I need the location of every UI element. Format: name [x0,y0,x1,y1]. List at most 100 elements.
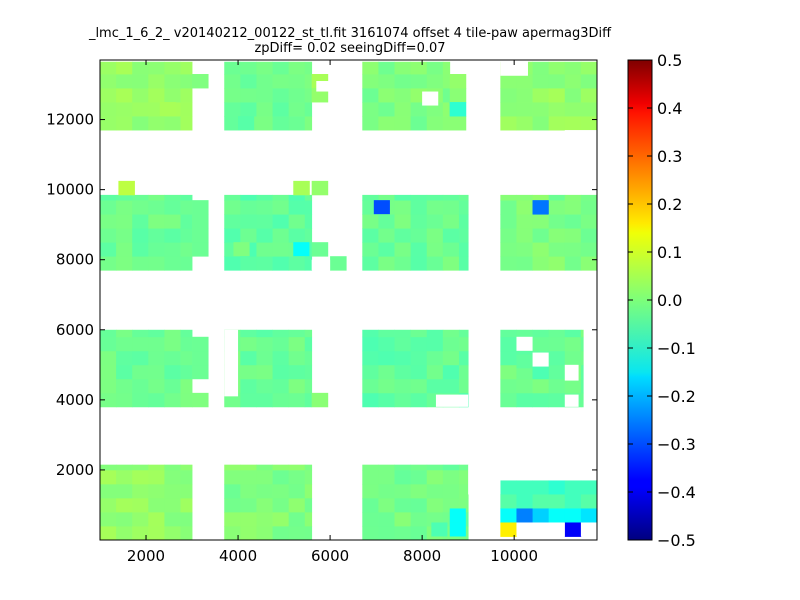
heatmap-cell [293,180,310,196]
heatmap-cell [180,116,193,131]
heatmap-cell [304,194,313,201]
heatmap-cell [426,194,444,201]
heatmap-cell [272,242,290,257]
heatmap-cell [410,214,428,229]
heatmap-cell [272,214,290,229]
heatmap-cell [394,378,412,394]
heatmap-cell [516,102,533,117]
heatmap-cell [362,88,379,103]
heatmap-cell [516,508,533,523]
heatmap-cell [458,194,469,201]
heatmap-cell [116,200,133,215]
heatmap-cell [500,350,517,366]
heatmap-cell [362,511,379,527]
heatmap-cell [180,350,193,366]
heatmap-cell [256,464,273,471]
chart-title: _lmc_1_6_2_ v20140212_00122_st_tl.fit 31… [88,26,612,41]
heatmap-cell [272,88,290,103]
heatmap-cell [148,350,165,366]
heatmap-cell [548,392,566,408]
heatmap-cell [256,511,273,527]
heatmap-cell [449,116,467,131]
heatmap-cell [580,194,598,201]
heatmap-cell [164,200,181,215]
heatmap-cell [410,61,428,75]
heatmap-cell [394,256,412,271]
heatmap-cell [132,74,149,89]
heatmap-cell [164,364,181,380]
heatmap-cell [224,525,241,541]
heatmap-cell [580,102,598,117]
heatmap-cell [288,102,306,117]
heatmap-cell [580,392,584,408]
y-tick-label: 6000 [56,321,94,339]
heatmap-cell [148,116,165,131]
heatmap-cell [240,497,257,513]
heatmap-cell [564,378,582,394]
heatmap-cell [304,200,313,215]
heatmap-cell [132,364,149,380]
heatmap-cell [256,200,273,215]
heatmap-cell [180,483,193,499]
heatmap-cell [148,61,165,75]
heatmap-cell [180,242,193,257]
heatmap-cell [516,494,533,509]
heatmap-cell [272,228,290,243]
heatmap-cell [378,329,395,338]
heatmap-cell [580,336,584,352]
heatmap-cell [564,214,582,229]
heatmap-cell [304,392,313,408]
x-tick-label: 8000 [403,547,441,565]
heatmap-cell [272,464,290,471]
heatmap-cell [548,228,566,243]
heatmap-cell [180,194,193,201]
heatmap-cell [240,194,257,201]
heatmap-cell [564,522,582,537]
heatmap-cell [442,483,460,499]
heatmap-cell [148,200,165,215]
heatmap-cell-highlight [238,116,255,131]
heatmap-cell [256,88,273,103]
heatmap-cell [256,116,273,131]
heatmap-cell [362,329,379,338]
heatmap-cell [192,214,209,229]
heatmap-cell [311,88,329,103]
heatmap-cell [192,200,209,215]
heatmap-cell [100,74,117,89]
heatmap-cell [500,116,517,131]
heatmap-cell [500,194,517,201]
heatmap-cell-highlight [449,102,466,117]
heatmap-cell [224,61,241,75]
heatmap-cell [164,469,181,485]
heatmap-cell [164,256,181,271]
heatmap-cell [240,378,257,394]
heatmap-cell [240,464,257,471]
heatmap-cell [164,61,181,75]
heatmap-cell [378,116,395,131]
heatmap-cell [580,61,598,75]
heatmap-cell [532,336,550,352]
heatmap-cell [426,483,444,499]
heatmap-cell [442,336,460,352]
heatmap-cell [192,228,209,243]
heatmap-cell [116,469,133,485]
heatmap-cell [394,200,412,215]
heatmap-cell [100,329,117,338]
heatmap-cell [192,242,209,257]
heatmap-cell [548,102,566,117]
colorbar-tick-label: −0.1 [657,339,696,358]
heatmap-cell [516,364,533,380]
heatmap-cell [116,378,133,394]
heatmap-cell [164,392,181,408]
heatmap-cell [180,214,193,229]
heatmap-cell [240,469,257,485]
heatmap-cell [272,364,290,380]
heatmap-cell [378,102,395,117]
heatmap-cell [394,364,412,380]
colorbar-tick-label: 0.5 [657,51,682,70]
plot-area [100,60,598,541]
heatmap-cell [180,392,193,408]
heatmap-cell [532,508,550,523]
heatmap-cell [180,61,193,75]
